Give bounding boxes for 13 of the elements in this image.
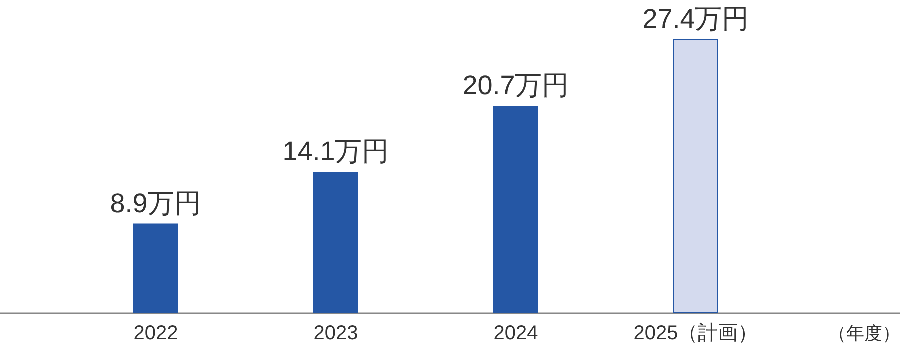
data-label: 27.4万円 bbox=[642, 4, 750, 34]
bar bbox=[673, 39, 718, 314]
bar bbox=[313, 172, 358, 314]
x-axis-title: （年度） bbox=[828, 324, 900, 344]
x-tick-label: 2022 bbox=[134, 322, 178, 344]
bar bbox=[493, 106, 538, 314]
data-label: 8.9万円 bbox=[110, 188, 202, 218]
x-tick-label: 2023 bbox=[314, 322, 358, 344]
x-tick-label: 2024 bbox=[494, 322, 538, 344]
data-label: 14.1万円 bbox=[282, 136, 390, 166]
data-label: 20.7万円 bbox=[462, 70, 570, 101]
bar bbox=[133, 224, 178, 314]
x-tick-label: 2025（計画） bbox=[634, 322, 758, 344]
